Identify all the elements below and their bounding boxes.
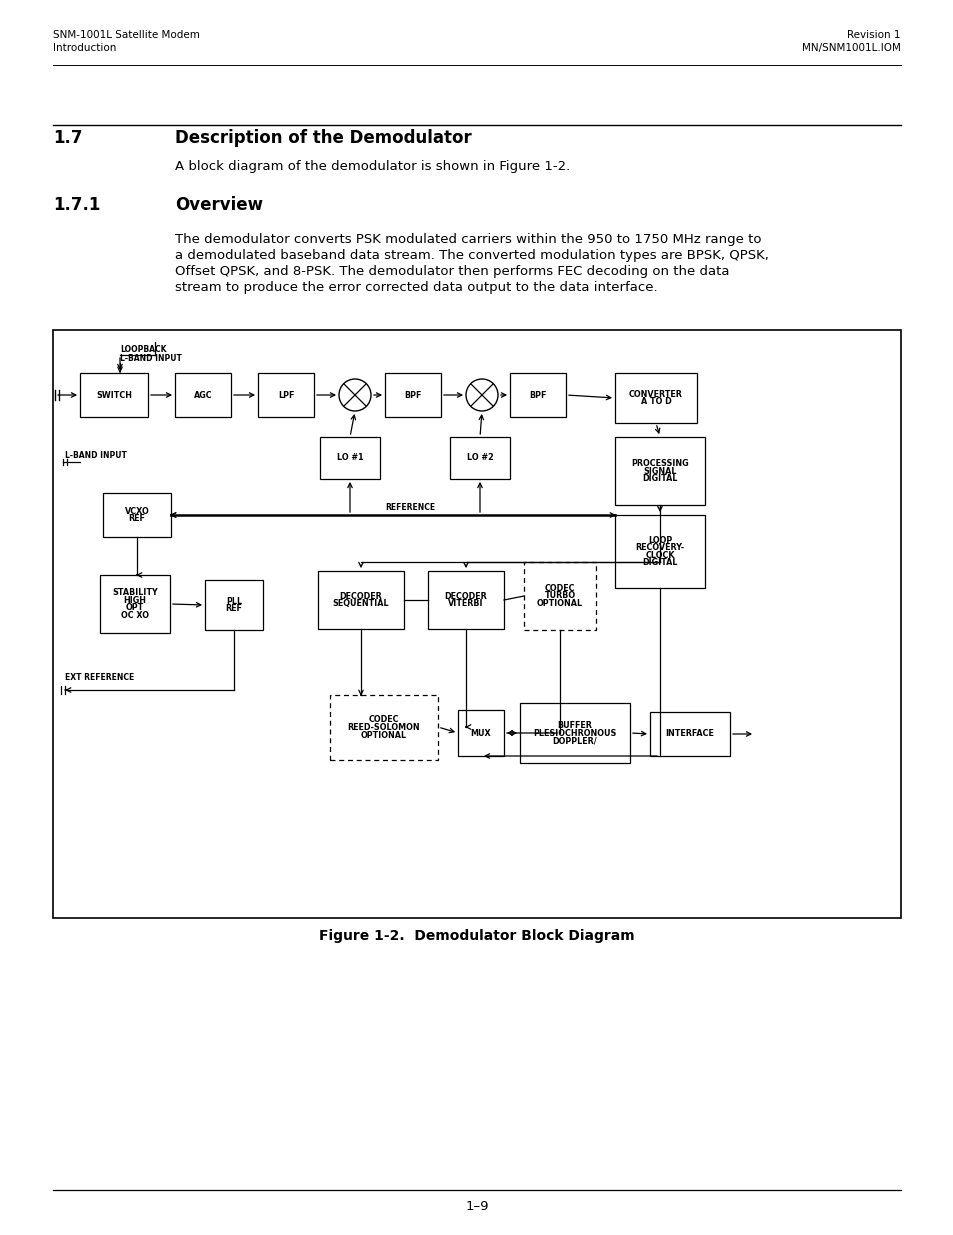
Bar xyxy=(615,515,704,588)
Bar xyxy=(519,703,629,763)
Text: OPTIONAL: OPTIONAL xyxy=(537,599,582,608)
Bar xyxy=(649,713,729,756)
Text: PROCESSING: PROCESSING xyxy=(631,459,688,468)
Text: PLESIOCHRONOUS: PLESIOCHRONOUS xyxy=(533,729,616,737)
Text: STABILITY: STABILITY xyxy=(112,588,157,598)
Text: REF: REF xyxy=(129,514,145,524)
Text: a demodulated baseband data stream. The converted modulation types are BPSK, QPS: a demodulated baseband data stream. The … xyxy=(174,249,768,262)
Text: The demodulator converts PSK modulated carriers within the 950 to 1750 MHz range: The demodulator converts PSK modulated c… xyxy=(174,233,760,246)
Text: PLL: PLL xyxy=(226,597,242,605)
Text: SWITCH: SWITCH xyxy=(96,390,132,399)
Text: BPF: BPF xyxy=(529,390,546,399)
Text: LPF: LPF xyxy=(277,390,294,399)
Text: LO #2: LO #2 xyxy=(466,453,493,462)
Bar xyxy=(510,373,565,417)
Bar xyxy=(330,695,437,760)
Bar xyxy=(317,571,403,629)
Text: TURBO: TURBO xyxy=(544,592,575,600)
Text: CLOCK: CLOCK xyxy=(644,551,674,559)
Text: OPTIONAL: OPTIONAL xyxy=(360,730,407,740)
Text: REFERENCE: REFERENCE xyxy=(385,503,435,513)
Text: A block diagram of the demodulator is shown in Figure 1-2.: A block diagram of the demodulator is sh… xyxy=(174,161,570,173)
Text: Figure 1-2.  Demodulator Block Diagram: Figure 1-2. Demodulator Block Diagram xyxy=(319,929,634,944)
Bar xyxy=(428,571,503,629)
Text: REED-SOLOMON: REED-SOLOMON xyxy=(347,722,420,732)
Bar xyxy=(523,562,596,630)
Bar xyxy=(615,437,704,505)
Text: HIGH: HIGH xyxy=(123,595,147,605)
Text: LOOPBACK: LOOPBACK xyxy=(120,345,167,354)
Bar xyxy=(385,373,440,417)
Text: VITERBI: VITERBI xyxy=(448,599,483,609)
Text: 1–9: 1–9 xyxy=(465,1200,488,1213)
Text: Introduction: Introduction xyxy=(53,43,116,53)
Text: DECODER: DECODER xyxy=(339,592,382,600)
Text: BPF: BPF xyxy=(404,390,421,399)
Text: INTERFACE: INTERFACE xyxy=(665,730,714,739)
Text: Overview: Overview xyxy=(174,196,263,214)
Text: SIGNAL: SIGNAL xyxy=(642,467,676,475)
Text: MN/SNM1001L.IOM: MN/SNM1001L.IOM xyxy=(801,43,900,53)
Bar xyxy=(450,437,510,479)
Text: SEQUENTIAL: SEQUENTIAL xyxy=(333,599,389,609)
Bar xyxy=(100,576,170,634)
Text: VCXO: VCXO xyxy=(125,506,150,516)
Text: DIGITAL: DIGITAL xyxy=(641,474,677,483)
Text: Revision 1: Revision 1 xyxy=(846,30,900,40)
Text: EXT REFERENCE: EXT REFERENCE xyxy=(65,673,134,682)
Text: LO #1: LO #1 xyxy=(336,453,363,462)
Bar xyxy=(257,373,314,417)
Text: REF: REF xyxy=(225,604,242,614)
Text: DOPPLER/: DOPPLER/ xyxy=(552,736,597,745)
Text: A TO D: A TO D xyxy=(640,398,671,406)
Text: stream to produce the error corrected data output to the data interface.: stream to produce the error corrected da… xyxy=(174,282,657,294)
Text: RECOVERY-: RECOVERY- xyxy=(635,543,684,552)
Text: SNM-1001L Satellite Modem: SNM-1001L Satellite Modem xyxy=(53,30,200,40)
Text: DIGITAL: DIGITAL xyxy=(641,558,677,567)
Text: DECODER: DECODER xyxy=(444,592,487,600)
Bar xyxy=(205,580,263,630)
Bar xyxy=(457,710,503,756)
Bar xyxy=(103,493,171,537)
Text: OC XO: OC XO xyxy=(121,611,149,620)
Bar xyxy=(319,437,379,479)
Text: L-BAND INPUT: L-BAND INPUT xyxy=(65,451,127,459)
Text: MUX: MUX xyxy=(470,729,491,737)
Text: AGC: AGC xyxy=(193,390,213,399)
Text: Description of the Demodulator: Description of the Demodulator xyxy=(174,128,471,147)
Text: Offset QPSK, and 8-PSK. The demodulator then performs FEC decoding on the data: Offset QPSK, and 8-PSK. The demodulator … xyxy=(174,266,729,278)
Text: LOOP: LOOP xyxy=(647,536,672,545)
Text: CODEC: CODEC xyxy=(544,584,575,593)
Text: BUFFER: BUFFER xyxy=(557,721,592,730)
Text: OPT: OPT xyxy=(126,603,144,613)
Bar xyxy=(80,373,148,417)
Bar xyxy=(615,373,697,424)
Text: 1.7.1: 1.7.1 xyxy=(53,196,100,214)
Bar xyxy=(174,373,231,417)
Bar xyxy=(53,330,900,918)
Text: CODEC: CODEC xyxy=(369,715,399,725)
Text: L-BAND INPUT: L-BAND INPUT xyxy=(120,354,182,363)
Text: CONVERTER: CONVERTER xyxy=(628,390,682,399)
Text: 1.7: 1.7 xyxy=(53,128,82,147)
